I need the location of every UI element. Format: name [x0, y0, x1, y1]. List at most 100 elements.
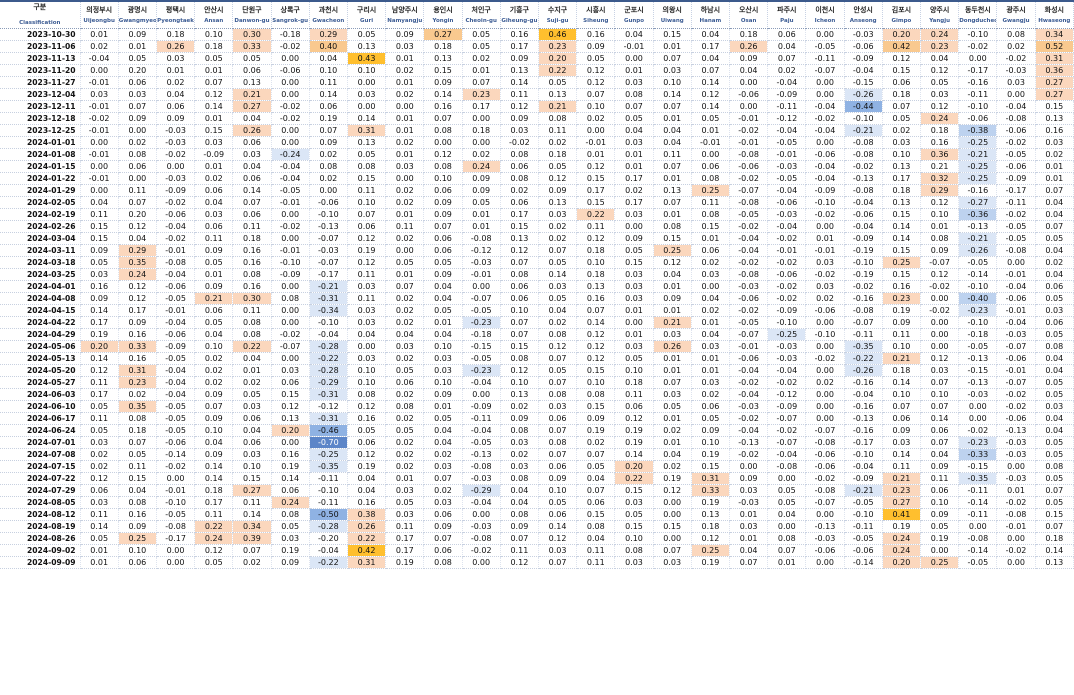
- table-cell: 0.06: [271, 376, 310, 389]
- table-cell: 0.01: [691, 352, 731, 365]
- table-cell: -0.01: [80, 148, 119, 161]
- table-cell: 0.04: [1035, 424, 1074, 437]
- table-cell: 0.06: [194, 184, 234, 197]
- table-cell: -0.10: [958, 28, 998, 41]
- table-cell: 0.16: [347, 412, 387, 425]
- table-cell: -0.05: [156, 508, 196, 521]
- table-cell: -0.01: [614, 40, 654, 53]
- table-cell: 0.01: [805, 232, 845, 245]
- table-cell: 0.09: [80, 292, 119, 305]
- table-cell: 0.18: [194, 40, 234, 53]
- table-cell: -0.13: [844, 172, 883, 185]
- table-cell: 0.40: [309, 40, 348, 53]
- table-cell: 0.00: [271, 304, 310, 317]
- table-cell: 0.00: [271, 88, 310, 101]
- table-cell: 0.15: [576, 400, 616, 413]
- table-cell: -0.05: [844, 496, 883, 509]
- table-cell: 0.14: [80, 520, 119, 533]
- table-row: 2024-05-27 0.11 0.23 -0.04 0.02 0.02 0.06 -0.29…: [0, 376, 1074, 389]
- table-cell: 0.03: [156, 52, 196, 65]
- header-en-label: Cheoin-gu: [465, 17, 497, 24]
- table-cell: 0.15: [653, 520, 692, 533]
- header-kr-label: 광명시: [127, 5, 148, 14]
- table-cell: 0.13: [1035, 112, 1074, 125]
- table-cell: 0.12: [882, 52, 922, 65]
- table-cell: 0.11: [194, 232, 234, 245]
- table-cell: 0.00: [576, 124, 616, 137]
- table-cell: -0.04: [156, 364, 196, 377]
- table-cell: 0.12: [118, 280, 157, 293]
- table-cell: 0.15: [882, 208, 922, 221]
- table-cell: 0.01: [385, 148, 425, 161]
- table-row: 2024-05-13 0.14 0.16 -0.05 0.02 0.04 0.00 -0.22…: [0, 352, 1074, 365]
- table-cell: 0.01: [653, 352, 692, 365]
- row-date: 2024-01-08: [0, 148, 81, 161]
- row-date: 2024-09-02: [0, 544, 81, 557]
- table-cell: -0.05: [729, 208, 769, 221]
- table-cell: -0.35: [844, 340, 883, 353]
- table-cell: -0.14: [844, 556, 883, 569]
- table-cell: 0.07: [653, 376, 692, 389]
- row-date: 2023-10-30: [0, 28, 81, 41]
- table-cell: 0.06: [500, 280, 539, 293]
- table-cell: 0.18: [882, 184, 922, 197]
- header-kr-label: 의왕시: [662, 5, 682, 14]
- table-cell: 0.03: [691, 376, 731, 389]
- table-cell: 0.12: [423, 148, 463, 161]
- table-cell: 0.02: [538, 220, 578, 233]
- table-cell: 0.33: [118, 340, 157, 353]
- table-cell: 0.10: [232, 460, 272, 473]
- table-cell: 0.05: [462, 40, 501, 53]
- table-cell: 0.00: [996, 88, 1036, 101]
- table-cell: 0.13: [271, 412, 310, 425]
- table-cell: 0.03: [80, 436, 119, 449]
- table-cell: -0.06: [805, 448, 845, 461]
- table-cell: -0.03: [996, 436, 1036, 449]
- table-cell: -0.02: [805, 472, 845, 485]
- row-date: 2024-02-19: [0, 208, 81, 221]
- table-cell: -0.06: [844, 40, 883, 53]
- table-cell: 0.05: [1035, 232, 1074, 245]
- table-cell: 0.24: [882, 544, 922, 557]
- table-cell: -0.03: [844, 28, 883, 41]
- table-cell: 0.16: [118, 328, 157, 341]
- table-cell: 0.01: [614, 64, 654, 77]
- table-cell: 0.00: [156, 472, 196, 485]
- row-date: 2024-07-22: [0, 472, 81, 485]
- table-cell: -0.08: [844, 184, 883, 197]
- table-cell: -0.13: [844, 412, 883, 425]
- table-cell: 0.00: [423, 136, 463, 149]
- table-cell: -0.05: [996, 148, 1036, 161]
- table-cell: 0.05: [1035, 436, 1074, 449]
- table-cell: 0.18: [118, 424, 157, 437]
- table-cell: 0.06: [691, 160, 731, 173]
- table-cell: 0.03: [614, 292, 654, 305]
- table-cell: -0.10: [767, 316, 807, 329]
- table-cell: 0.00: [729, 460, 769, 473]
- table-cell: 0.07: [232, 196, 272, 209]
- table-cell: 0.02: [80, 448, 119, 461]
- table-cell: -0.04: [767, 184, 807, 197]
- table-cell: 0.07: [500, 256, 539, 269]
- table-cell: 0.05: [194, 52, 234, 65]
- table-cell: 0.00: [805, 28, 845, 41]
- table-cell: 0.09: [423, 196, 463, 209]
- table-cell: 0.17: [385, 544, 425, 557]
- table-cell: 0.14: [194, 460, 234, 473]
- table-cell: -0.21: [844, 484, 883, 497]
- table-cell: 0.09: [118, 28, 157, 41]
- table-cell: -0.06: [729, 160, 769, 173]
- table-cell: 0.01: [80, 544, 119, 557]
- table-cell: 0.20: [614, 460, 654, 473]
- row-date: 2023-12-04: [0, 88, 81, 101]
- table-cell: 0.13: [691, 508, 731, 521]
- table-row: 2024-07-01 0.03 0.07 -0.06 0.04 0.06 0.00 -0.70…: [0, 436, 1074, 449]
- table-cell: 0.07: [920, 436, 960, 449]
- header-kr-label: 상록구: [280, 5, 300, 14]
- table-cell: 0.00: [271, 136, 310, 149]
- row-date: 2024-07-01: [0, 436, 81, 449]
- table-cell: 0.01: [920, 220, 960, 233]
- table-cell: -0.25: [767, 328, 807, 341]
- row-date: 2023-11-20: [0, 64, 81, 77]
- table-cell: 0.12: [500, 100, 539, 113]
